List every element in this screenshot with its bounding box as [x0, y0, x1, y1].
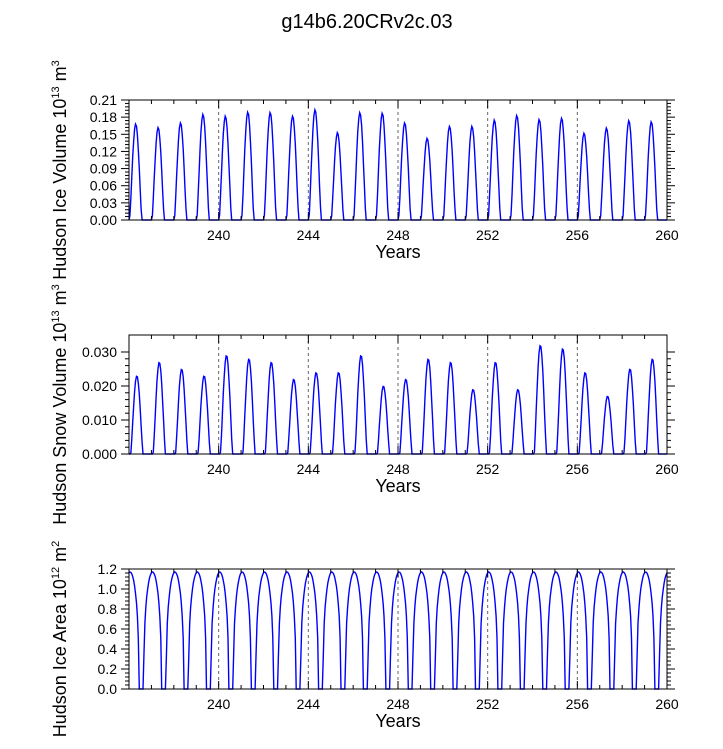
y-axis-title: Hudson Snow Volume 1013 m3 — [50, 284, 70, 525]
y-tick-label: 0.020 — [82, 378, 117, 394]
x-tick-label: 260 — [655, 461, 679, 477]
y-tick-label: 0.4 — [98, 641, 118, 657]
x-axis-title: Years — [375, 476, 420, 496]
y-axis-title-exponent: 12 — [50, 567, 62, 579]
panel-3: 240 244 248 252 256 260 0.0 0.2 0.4 0.6 0.8 1.0 1.2 Y… — [50, 541, 679, 737]
y-tick-label: 0.06 — [90, 178, 117, 194]
x-tick-label: 256 — [566, 227, 590, 243]
y-tick-label: 0.000 — [82, 446, 117, 462]
y-tick-label: 1.0 — [98, 581, 118, 597]
y-tick-label: 0.0 — [98, 681, 118, 697]
y-tick-label: 0.00 — [90, 212, 117, 228]
y-axis-title-unit-exponent: 3 — [50, 284, 62, 290]
x-tick-label: 240 — [207, 227, 231, 243]
x-tick-label: 244 — [297, 696, 321, 712]
y-axis-title-unit-exponent: 3 — [50, 60, 62, 66]
plot-frame — [128, 334, 668, 455]
y-axis-title-unit: m — [50, 547, 70, 567]
y-axis-title-unit-exponent: 2 — [50, 541, 62, 547]
x-tick-label: 240 — [207, 461, 231, 477]
y-tick-label: 0.18 — [90, 109, 117, 125]
y-axis-title-exponent: 13 — [50, 310, 62, 322]
y-axis-title-main: Hudson Ice Volume 10 — [50, 99, 70, 280]
x-tick-label: 252 — [476, 461, 500, 477]
y-tick-label: 0.09 — [90, 161, 117, 177]
y-tick-label: 0.8 — [98, 601, 118, 617]
y-tick-label: 0.21 — [90, 92, 117, 108]
y-axis-title-main: Hudson Snow Volume 10 — [50, 323, 70, 525]
x-tick-label: 256 — [566, 696, 590, 712]
y-tick-label: 1.2 — [98, 561, 118, 577]
y-tick-label: 0.15 — [90, 126, 117, 142]
panel-2: 240 244 248 252 256 260 0.000 0.010 0.020 0.030 Ye… — [50, 284, 679, 525]
x-tick-label: 244 — [297, 227, 321, 243]
y-tick-label: 0.6 — [98, 621, 118, 637]
y-tick-label: 0.030 — [82, 344, 117, 360]
x-tick-label: 244 — [297, 461, 321, 477]
y-tick-label: 0.2 — [98, 661, 118, 677]
x-tick-label: 248 — [386, 227, 410, 243]
y-axis-title-unit: m — [50, 290, 70, 310]
y-tick-label: 0.010 — [82, 412, 117, 428]
x-axis-title: Years — [375, 242, 420, 262]
y-axis-title: Hudson Ice Volume 1013 m3 — [50, 60, 70, 280]
y-tick-label: 0.12 — [90, 143, 117, 159]
panel-1: 240 244 248 252 256 2600.000.030.060.090.120.… — [50, 60, 679, 280]
x-tick-label: 260 — [655, 227, 679, 243]
panels: 240 244 248 252 256 2600.000.030.060.090.120.… — [50, 60, 679, 737]
y-axis-title-exponent: 13 — [50, 86, 62, 98]
y-axis-title-unit: m — [50, 66, 70, 86]
x-tick-label: 260 — [655, 696, 679, 712]
y-tick-label: 0.03 — [90, 195, 117, 211]
x-tick-label: 256 — [566, 461, 590, 477]
x-tick-label: 240 — [207, 696, 231, 712]
chart-title: g14b6.20CRv2c.03 — [281, 11, 452, 33]
y-axis-title: Hudson Ice Area 1012 m2 — [50, 541, 70, 737]
x-tick-label: 252 — [476, 696, 500, 712]
x-tick-label: 248 — [386, 461, 410, 477]
x-axis-title: Years — [375, 711, 420, 731]
y-axis-title-main: Hudson Ice Area 10 — [50, 579, 70, 737]
x-tick-label: 248 — [386, 696, 410, 712]
x-tick-label: 252 — [476, 227, 500, 243]
